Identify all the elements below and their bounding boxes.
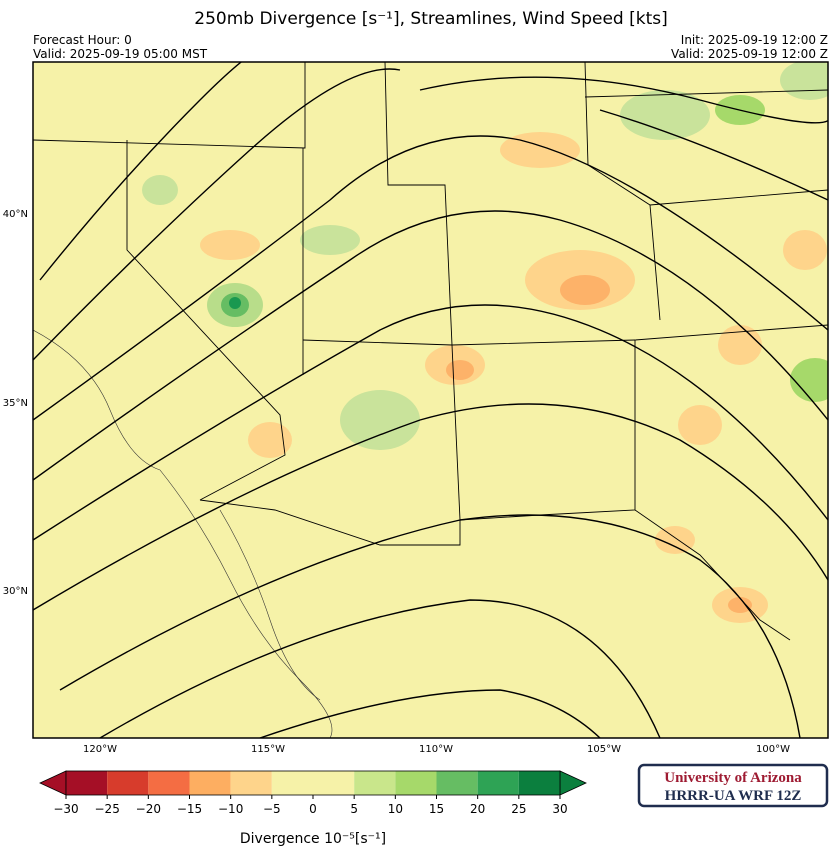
map-background [33, 62, 828, 738]
colorbar-segment [66, 771, 108, 795]
valid-local: Valid: 2025-09-19 05:00 MST [33, 47, 208, 61]
lat-label: 40°N [3, 209, 28, 220]
colorbar-segment [395, 771, 437, 795]
logo: University of Arizona HRRR-UA WRF 12Z [637, 763, 829, 808]
colorbar-segment [436, 771, 478, 795]
colorbar-tick-label: 0 [309, 802, 317, 816]
lon-label: 110°W [419, 744, 453, 755]
colorbar-tick-label: −20 [136, 802, 161, 816]
map [33, 62, 828, 738]
lat-label: 35°N [3, 398, 28, 409]
title: 250mb Divergence [s⁻¹], Streamlines, Win… [194, 9, 668, 29]
state-borders [33, 62, 828, 738]
colorbar-segment [354, 771, 396, 795]
colorbar-label: Divergence 10⁻⁵[s⁻¹] [240, 831, 386, 847]
colorbar-tick-label: 5 [350, 802, 358, 816]
lat-label: 30°N [3, 586, 28, 597]
divergence-fill [142, 62, 828, 623]
colorbar-tick-label: 10 [388, 802, 403, 816]
colorbar-segment [189, 771, 231, 795]
colorbar: −30 −25 −20 −15 −10 −5 0 5 10 15 20 25 30 [39, 770, 587, 816]
lon-label: 115°W [251, 744, 285, 755]
colorbar-segment [477, 771, 519, 795]
map-frame [32, 61, 829, 739]
colorbar-segment [148, 771, 190, 795]
lon-label: 100°W [756, 744, 790, 755]
colorbar-segment [518, 771, 560, 795]
init-time: Init: 2025-09-19 12:00 Z [681, 33, 828, 47]
lon-label: 105°W [587, 744, 621, 755]
colorbar-segment [271, 771, 313, 795]
colorbar-tick-label: −5 [263, 802, 281, 816]
colorbar-tick-label: 15 [429, 802, 444, 816]
colorbar-tick-label: −15 [177, 802, 202, 816]
colorbar-tick-label: 30 [552, 802, 567, 816]
logo-university: University of Arizona [664, 770, 802, 786]
colorbar-tick-label: −10 [218, 802, 243, 816]
colorbar-tick-label: −30 [53, 802, 78, 816]
colorbar-tick-label: 20 [470, 802, 485, 816]
colorbar-segment [107, 771, 149, 795]
coordinate-labels: 40°N 35°N 30°N 120°W 115°W 110°W 105°W 1… [3, 209, 790, 755]
logo-box [637, 763, 829, 808]
lon-label: 120°W [83, 744, 117, 755]
colorbar-over [559, 770, 587, 796]
colorbar-tick-label: 25 [511, 802, 526, 816]
colorbar-tick-label: −25 [95, 802, 120, 816]
streamlines [33, 62, 828, 738]
colorbar-segment [313, 771, 355, 795]
logo-model: HRRR-UA WRF 12Z [665, 788, 802, 804]
valid-utc: Valid: 2025-09-19 12:00 Z [671, 47, 828, 61]
forecast-hour: Forecast Hour: 0 [33, 33, 132, 47]
colorbar-segment [230, 771, 272, 795]
colorbar-under [39, 770, 67, 796]
